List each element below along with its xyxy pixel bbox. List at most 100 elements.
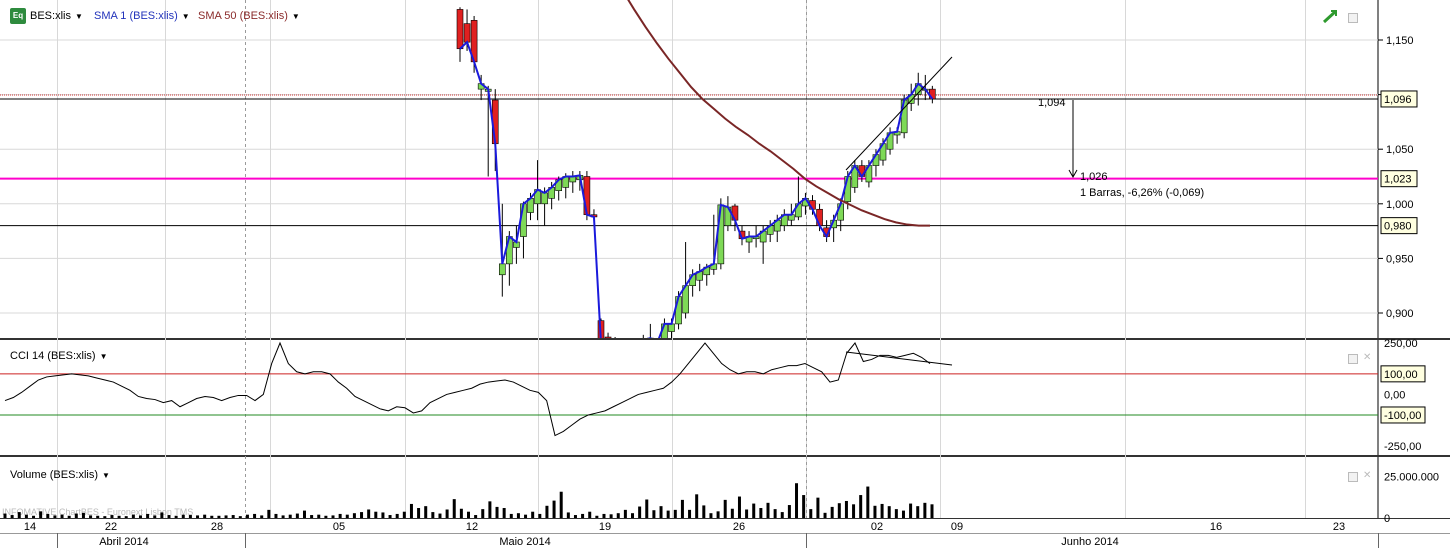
cci-label: CCI 14 (BES:xlis) <box>10 350 96 362</box>
up-candle <box>541 192 548 205</box>
volume-bar <box>866 486 870 518</box>
price-axis-label: 1,150 <box>1386 35 1414 47</box>
volume-bar <box>281 515 285 518</box>
volume-selector[interactable]: Volume (BES:xlis) ▼ <box>10 469 110 481</box>
volume-bar <box>310 515 314 518</box>
volume-bar <box>117 515 121 518</box>
sma1-indicator-selector[interactable]: SMA 1 (BES:xlis) ▼ <box>94 10 190 22</box>
volume-bar <box>124 516 128 518</box>
price-badge <box>1380 217 1418 235</box>
cci-badge <box>1380 406 1426 424</box>
price-badge <box>1380 170 1418 188</box>
volume-bar <box>231 515 235 518</box>
symbol-selector[interactable]: BES:xlis ▼ <box>30 10 83 22</box>
price-badge-label: 1,096 <box>1384 94 1412 106</box>
volume-bar <box>24 514 28 518</box>
volume-bar <box>780 512 784 518</box>
volume-bar <box>531 511 535 518</box>
volume-bar <box>32 515 36 518</box>
cci-maximize-button[interactable] <box>1348 354 1358 364</box>
day-label: 12 <box>466 521 478 533</box>
cci-panel[interactable]: 250,00 0,00 -250,00 100,00 -100,00 <box>0 338 1426 453</box>
trend-tool-icon[interactable] <box>1322 8 1338 29</box>
volume-bar <box>873 505 877 518</box>
chevron-down-icon[interactable]: ▼ <box>99 352 108 361</box>
volume-bar <box>645 499 649 518</box>
sma50-line <box>627 0 930 227</box>
volume-bar <box>445 509 449 518</box>
sma50-indicator-selector[interactable]: SMA 50 (BES:xlis) ▼ <box>198 10 300 22</box>
day-label: 14 <box>24 521 36 533</box>
volume-bar <box>181 514 185 518</box>
volume-bar <box>659 506 663 518</box>
volume-bar <box>474 515 478 518</box>
volume-bar <box>616 513 620 518</box>
day-label: 28 <box>211 521 223 533</box>
volume-bar <box>217 515 221 518</box>
day-label: 26 <box>733 521 745 533</box>
day-label: 22 <box>105 521 117 533</box>
chevron-down-icon[interactable]: ▼ <box>102 471 110 480</box>
volume-bar <box>188 515 192 518</box>
volume-bar <box>89 515 93 518</box>
volume-bar <box>859 495 863 518</box>
volume-bar <box>723 499 727 518</box>
up-candle <box>668 323 675 332</box>
day-label: 19 <box>599 521 611 533</box>
volume-bar <box>338 513 342 518</box>
volume-bar <box>74 513 78 518</box>
day-label: 23 <box>1333 521 1345 533</box>
volume-bar <box>702 505 706 518</box>
volume-bar <box>153 515 157 518</box>
volume-bar <box>395 513 399 518</box>
volume-bar <box>138 515 142 518</box>
volume-bar <box>887 506 891 518</box>
chevron-down-icon[interactable]: ▼ <box>74 12 83 21</box>
volume-bar <box>302 510 306 518</box>
volume-bar <box>210 515 214 518</box>
volume-bar <box>345 514 349 518</box>
price-badge-label: 0,980 <box>1384 221 1412 233</box>
volume-bar <box>438 513 442 518</box>
down-candle <box>463 23 471 43</box>
volume-bar <box>680 499 684 518</box>
volume-bar <box>131 514 135 518</box>
volume-bar <box>245 514 249 518</box>
volume-bar <box>730 508 734 518</box>
volume-bar <box>688 509 692 518</box>
volume-bar <box>267 509 271 518</box>
volume-close-icon[interactable]: ✕ <box>1363 470 1372 481</box>
volume-bar <box>53 515 57 518</box>
volume-bar <box>295 513 299 518</box>
maximize-panel-button[interactable] <box>1348 13 1358 23</box>
up-candle <box>717 204 725 265</box>
volume-maximize-button[interactable] <box>1348 472 1358 482</box>
chevron-down-icon[interactable]: ▼ <box>181 12 190 21</box>
up-candle <box>506 236 513 265</box>
up-candle <box>498 263 506 276</box>
volume-panel[interactable]: 25.000.000 0 INFOMATIVE ChartBES - Euronex… <box>2 472 1439 525</box>
measure-arrowhead <box>1068 169 1078 179</box>
time-axis: 14 22 28 05 12 19 26 02 09 16 23 Abril 2014 Maio 201… <box>0 521 1450 548</box>
day-label: 16 <box>1210 521 1222 533</box>
symbol-label: BES:xlis <box>30 10 71 22</box>
volume-bar <box>823 512 827 518</box>
chevron-down-icon[interactable]: ▼ <box>291 12 300 21</box>
volume-bar <box>880 503 884 518</box>
trendline <box>845 56 953 171</box>
cci-selector[interactable]: CCI 14 (BES:xlis) ▼ <box>10 350 108 362</box>
volume-bar <box>174 515 178 518</box>
cci-axis-label: 0,00 <box>1384 389 1405 401</box>
volume-bar <box>331 515 335 518</box>
volume-bar <box>545 505 549 518</box>
volume-bar <box>260 515 264 518</box>
down-candle <box>604 336 612 338</box>
volume-axis-label: 0 <box>1384 513 1390 525</box>
cci-close-icon[interactable]: ✕ <box>1363 352 1372 363</box>
price-axis-label: 0,950 <box>1386 253 1414 265</box>
down-candle <box>619 342 625 343</box>
volume-bar <box>923 502 927 518</box>
price-panel[interactable]: 1,1501,1001,0501,0000,9500,9001,0961,023… <box>0 0 1418 346</box>
volume-bar <box>830 506 834 518</box>
